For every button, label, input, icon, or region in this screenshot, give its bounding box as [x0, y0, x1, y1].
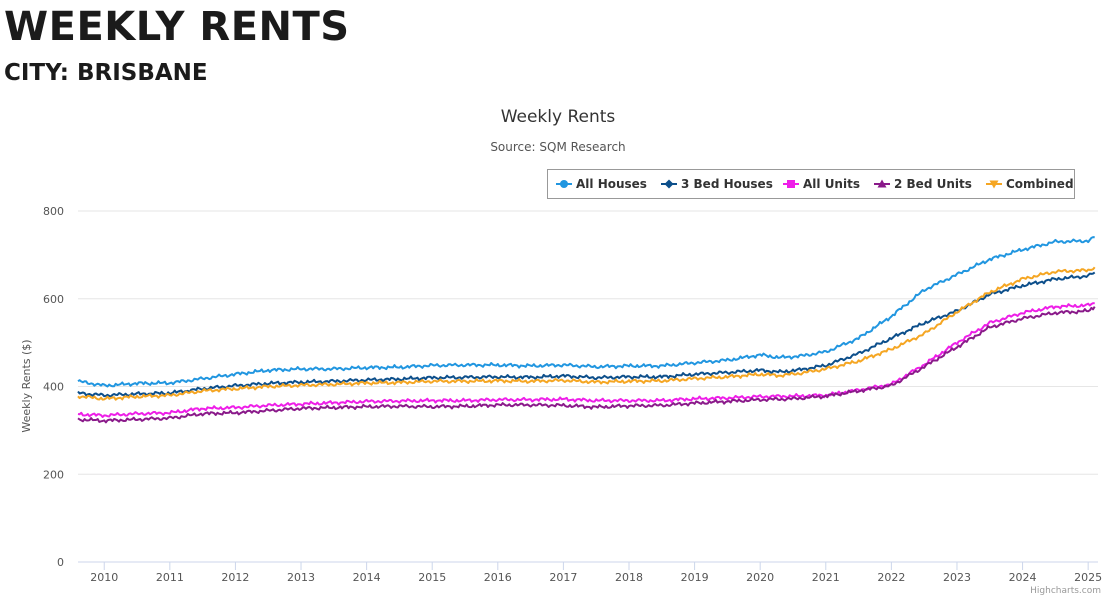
- x-tick-label: 2018: [615, 571, 643, 584]
- x-tick-label: 2021: [812, 571, 840, 584]
- legend-label: All Units: [803, 177, 860, 191]
- y-tick-label: 0: [57, 556, 64, 569]
- legend-item-all-houses[interactable]: All Houses: [556, 177, 647, 191]
- y-tick-label: 400: [43, 381, 64, 394]
- legend-label: Combined: [1006, 177, 1074, 191]
- x-tick-label: 2013: [287, 571, 315, 584]
- credits[interactable]: Highcharts.com: [1030, 586, 1101, 596]
- series-line-all-units[interactable]: [77, 302, 1095, 418]
- legend-item-3-bed-houses[interactable]: 3 Bed Houses: [661, 177, 773, 191]
- legend-marker: [877, 179, 887, 188]
- chart-subtitle: Source: SQM Research: [490, 140, 625, 154]
- y-axis-ticks: 0 200 400 600 800: [43, 205, 64, 569]
- x-tick-label: 2011: [156, 571, 184, 584]
- series-lines: [77, 236, 1096, 424]
- x-tick-label: 2020: [746, 571, 774, 584]
- legend-label: All Houses: [576, 177, 647, 191]
- legend-marker: [787, 180, 795, 188]
- y-axis-title: Weekly Rents ($): [20, 339, 33, 432]
- y-tick-label: 200: [43, 468, 64, 481]
- legend: All Houses 3 Bed Houses All Units 2 Bed Uni…: [547, 169, 1075, 199]
- weekly-rents-chart: Weekly Rents Source: SQM Research 0 200 40…: [20, 107, 1102, 596]
- series-line-all-houses[interactable]: [77, 236, 1095, 388]
- x-tick-label: 2025: [1074, 571, 1102, 584]
- legend-item-combined[interactable]: Combined: [986, 177, 1074, 191]
- page-title: WEEKLY RENTS: [4, 4, 350, 50]
- x-tick-label: 2024: [1009, 571, 1037, 584]
- legend-item-2-bed-units[interactable]: 2 Bed Units: [874, 177, 972, 191]
- x-tick-label: 2015: [418, 571, 446, 584]
- x-tick-label: 2016: [484, 571, 512, 584]
- legend-marker: [989, 180, 999, 189]
- series-line-3-bed-houses[interactable]: [77, 271, 1096, 398]
- x-tick-label: 2019: [681, 571, 709, 584]
- chart-title: Weekly Rents: [501, 107, 616, 127]
- x-axis-ticks: 2010 2011 2012 2013 2014 2015 2016 2017 2018 2019…: [78, 561, 1102, 584]
- y-tick-label: 800: [43, 205, 64, 218]
- x-tick-label: 2010: [90, 571, 118, 584]
- legend-item-all-units[interactable]: All Units: [783, 177, 860, 191]
- x-tick-label: 2014: [353, 571, 381, 584]
- city-title: CITY: BRISBANE: [4, 60, 208, 86]
- legend-marker: [560, 180, 568, 188]
- legend-label: 2 Bed Units: [894, 177, 972, 191]
- legend-label: 3 Bed Houses: [681, 177, 773, 191]
- series-line-2-bed-units[interactable]: [77, 306, 1096, 424]
- x-tick-label: 2017: [549, 571, 577, 584]
- y-tick-label: 600: [43, 293, 64, 306]
- series-line-combined[interactable]: [77, 266, 1096, 401]
- x-tick-label: 2012: [221, 571, 249, 584]
- x-tick-label: 2022: [877, 571, 905, 584]
- x-tick-label: 2023: [943, 571, 971, 584]
- legend-marker: [664, 179, 674, 189]
